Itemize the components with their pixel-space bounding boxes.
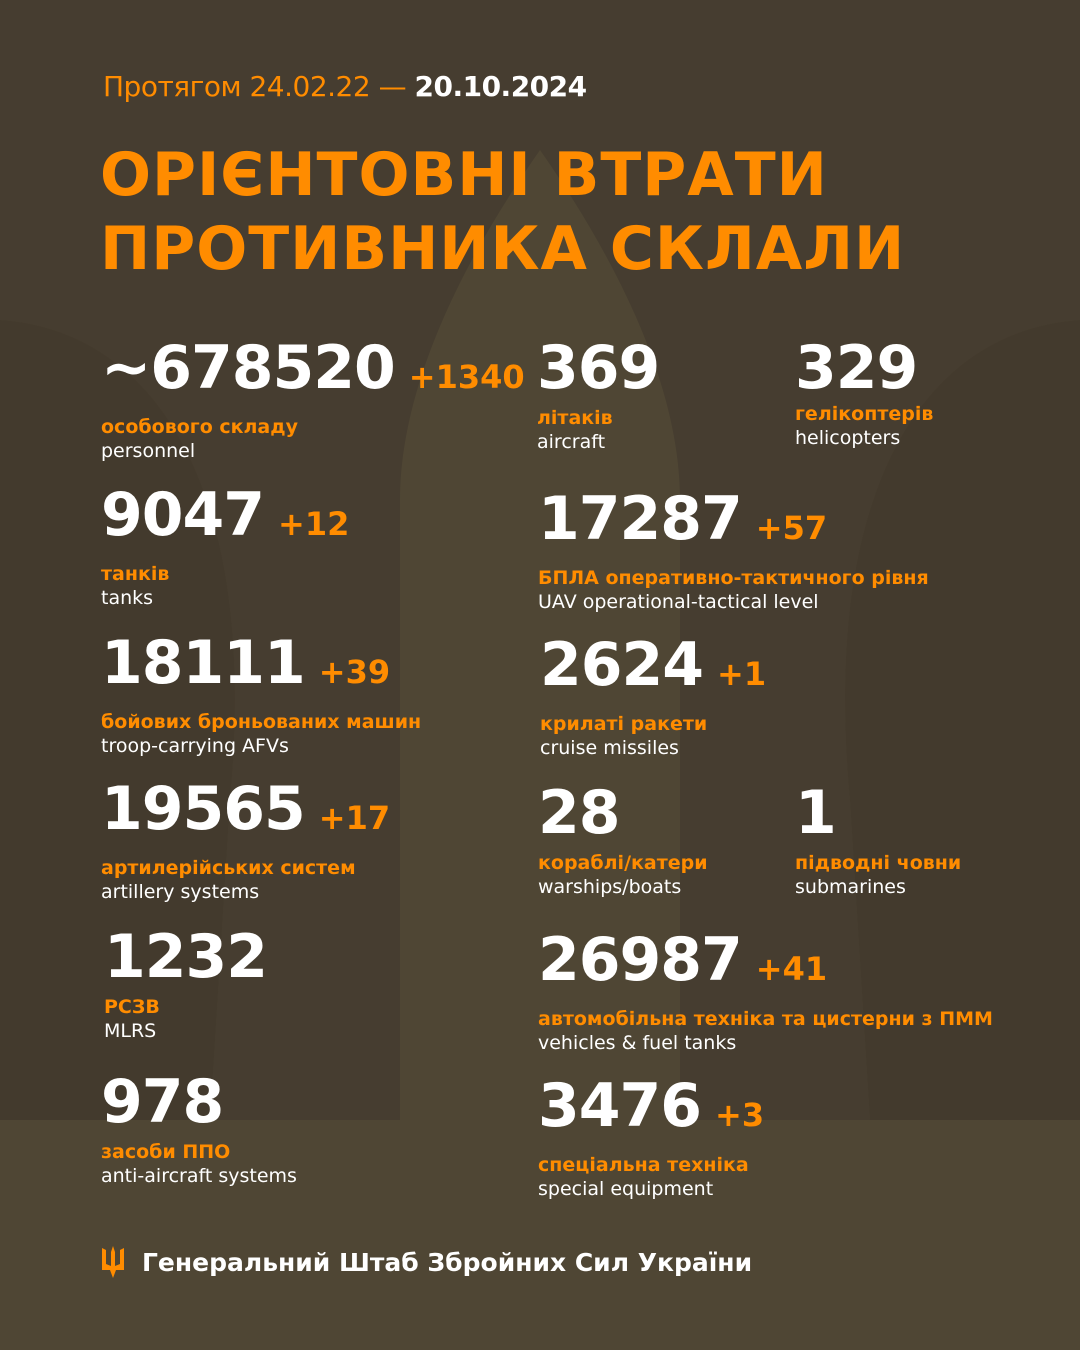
stat-value: 9047	[101, 480, 265, 550]
stat-label-en: artillery systems	[101, 881, 260, 903]
stat-label-ua: артилерійських систем	[101, 857, 356, 879]
stat-value: 26987	[538, 925, 743, 995]
stat-label-ua: БПЛА оперативно-тактичного рівня	[538, 567, 929, 589]
period-start: Протягом 24.02.22 —	[103, 70, 407, 103]
stat-label-ua: кораблі/катери	[538, 852, 708, 874]
stat-delta: +17	[318, 799, 391, 837]
stat-aircraft: 369 літаків aircraft	[537, 337, 660, 453]
stat-label-en: tanks	[101, 587, 154, 609]
stat-cruise-missiles: 2624 +1 крилаті ракети cruise missiles	[540, 634, 766, 759]
stat-label-ua: гелікоптерів	[795, 403, 934, 425]
stat-delta: +41	[755, 950, 828, 988]
stat-label-en: MLRS	[104, 1020, 157, 1042]
stat-value: 28	[538, 778, 620, 848]
stat-delta: +39	[318, 653, 391, 691]
stat-warships: 28 кораблі/катери warships/boats	[538, 782, 708, 898]
stat-personnel: ~678520 +1340 особового складу personnel	[101, 337, 525, 462]
footer-org: Генеральний Штаб Збройних Сил України	[142, 1247, 753, 1277]
stat-anti-aircraft: 978 засоби ППО anti-aircraft systems	[101, 1071, 297, 1187]
stat-label-ua: танків	[101, 563, 170, 585]
stat-submarines: 1 підводні човни submarines	[795, 782, 961, 898]
stat-label-en: cruise missiles	[540, 737, 679, 759]
stat-label-en: helicopters	[795, 427, 901, 449]
stat-artillery: 19565 +17 артилерійських систем artillery s…	[101, 778, 390, 903]
stat-label-en: UAV operational-tactical level	[538, 591, 819, 613]
stat-label-ua: автомобільна техніка та цистерни з ПММ	[538, 1008, 993, 1030]
stat-value: 369	[537, 333, 660, 403]
stat-label-en: special equipment	[538, 1178, 714, 1200]
stat-value: 19565	[101, 774, 306, 844]
stat-afv: 18111 +39 бойових броньованих машин troop-c…	[101, 632, 421, 757]
stat-value: 978	[101, 1067, 224, 1137]
stat-delta: +57	[755, 509, 828, 547]
stat-value: 1232	[104, 922, 268, 992]
stat-label-ua: крилаті ракети	[540, 713, 708, 735]
stat-label-ua: особового складу	[101, 416, 298, 438]
stat-label-ua: бойових броньованих машин	[101, 711, 422, 733]
stat-label-en: anti-aircraft systems	[101, 1165, 297, 1187]
stat-label-ua: підводні човни	[795, 852, 962, 874]
stat-value: 2624	[540, 630, 704, 700]
stat-value: 17287	[538, 484, 743, 554]
stat-label-en: aircraft	[537, 431, 606, 453]
period: Протягом 24.02.22 — 20.10.2024	[103, 70, 587, 103]
page-title: ОРІЄНТОВНІ ВТРАТИ ПРОТИВНИКА СКЛАЛИ	[100, 138, 905, 286]
stat-delta: +1	[717, 655, 767, 693]
footer: Генеральний Штаб Збройних Сил України	[100, 1246, 752, 1278]
stat-label-en: vehicles & fuel tanks	[538, 1032, 737, 1054]
stat-label-en: personnel	[101, 440, 196, 462]
stat-special-equipment: 3476 +3 спеціальна техніка special equipmen…	[538, 1075, 764, 1200]
period-end: 20.10.2024	[414, 70, 587, 103]
stat-label-ua: спеціальна техніка	[538, 1154, 749, 1176]
stat-delta: +12	[278, 505, 350, 543]
stat-helicopters: 329 гелікоптерів helicopters	[795, 337, 933, 449]
trident-icon	[102, 1246, 124, 1278]
stat-label-ua: засоби ППО	[101, 1141, 231, 1163]
stat-value: 18111	[101, 628, 306, 698]
title-line-2: ПРОТИВНИКА СКЛАЛИ	[100, 214, 906, 284]
stat-label-ua: літаків	[537, 407, 613, 429]
title-line-1: ОРІЄНТОВНІ ВТРАТИ	[100, 140, 828, 210]
stat-value: 329	[795, 333, 918, 403]
stat-label-en: submarines	[795, 876, 906, 898]
stat-vehicles: 26987 +41 автомобільна техніка та цистерни…	[538, 929, 993, 1054]
stat-label-ua: РСЗВ	[104, 996, 160, 1018]
stat-value: ~678520	[101, 333, 396, 403]
stat-tanks: 9047 +12 танків tanks	[101, 484, 349, 609]
stat-uav: 17287 +57 БПЛА оперативно-тактичного рівня…	[538, 488, 929, 613]
stat-delta: +3	[715, 1096, 765, 1134]
stat-delta: +1340	[408, 358, 525, 396]
stat-value: 1	[795, 778, 837, 848]
stat-mlrs: 1232 РСЗВ MLRS	[104, 926, 268, 1042]
stat-value: 3476	[538, 1071, 702, 1141]
stat-label-en: troop-carrying AFVs	[101, 735, 289, 757]
stat-label-en: warships/boats	[538, 876, 682, 898]
